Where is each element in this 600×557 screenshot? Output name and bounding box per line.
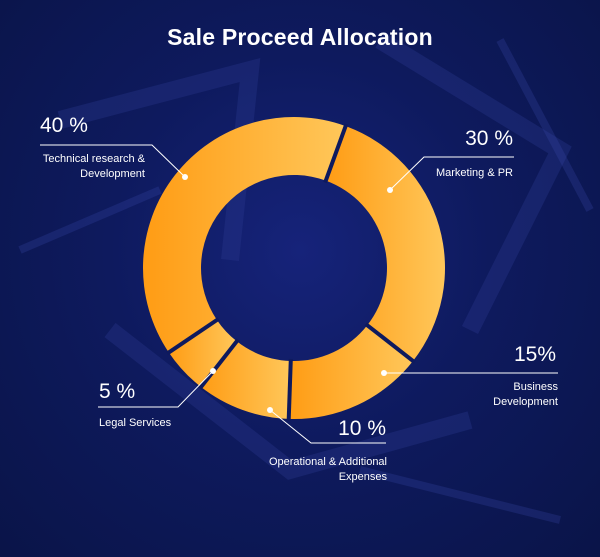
value-label: 5 % xyxy=(99,380,135,403)
value-label: 40 % xyxy=(40,114,88,137)
category-label: Marketing & PR xyxy=(436,167,513,179)
leader-dot xyxy=(387,187,393,193)
category-label: Business Development xyxy=(493,381,558,408)
leader-line xyxy=(98,370,214,408)
donut-slice xyxy=(143,116,346,353)
value-label: 15% xyxy=(514,343,556,366)
leader-dot xyxy=(210,368,216,374)
slice-separator xyxy=(198,338,240,390)
callout: 30 % Marketing & PR xyxy=(387,127,514,193)
slice-separator xyxy=(286,358,293,421)
leader-line xyxy=(40,144,186,178)
callout: 10 % Operational & Additional Expenses xyxy=(267,407,387,483)
leader-line xyxy=(389,156,514,191)
leader-dot xyxy=(381,370,387,376)
chart-title: Sale Proceed Allocation xyxy=(167,24,433,50)
category-label: Legal Services xyxy=(99,417,172,429)
donut-slice xyxy=(168,320,237,387)
donut-slices xyxy=(143,116,445,419)
slice-separator xyxy=(364,322,416,364)
donut-slice xyxy=(325,126,445,361)
leader-dot xyxy=(267,407,273,413)
category-label: Technical research & Development xyxy=(43,153,146,180)
value-label: 30 % xyxy=(465,127,513,150)
leader-dot xyxy=(182,174,188,180)
callout: 15% Business Development xyxy=(381,343,558,408)
slice-separators xyxy=(166,123,416,421)
callout: 5 % Legal Services xyxy=(98,368,216,429)
leader-line xyxy=(269,409,386,444)
donut-slice xyxy=(288,325,413,419)
slice-separator xyxy=(323,123,349,184)
value-label: 10 % xyxy=(338,417,386,440)
slice-separator xyxy=(166,317,220,356)
category-label: Operational & Additional Expenses xyxy=(269,456,388,483)
callouts: 30 % Marketing & PR 15% Business Development… xyxy=(40,114,558,483)
callout: 40 % Technical research & Development xyxy=(40,114,188,180)
